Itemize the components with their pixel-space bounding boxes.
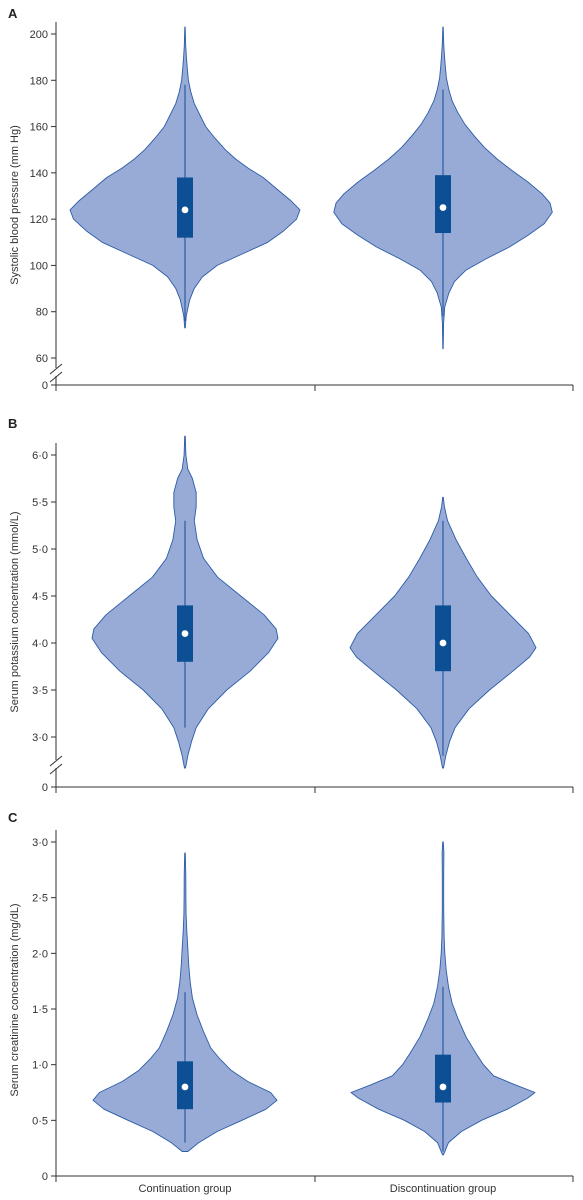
y-tick-label: 5·5 [32,497,48,509]
x-category-label-discontinuation: Discontinuation group [390,1183,496,1195]
panel-c-letter: C [8,810,18,825]
x-category-label-continuation: Continuation group [139,1183,232,1195]
iqr-box [435,1054,451,1103]
violin-discontinuation [349,496,537,769]
median-dot [439,1083,447,1091]
y-tick-label: 3·0 [32,837,48,849]
panel-a-y-axis-title: Systolic blood pressure (mm Hg) [9,125,21,285]
iqr-box [435,605,451,672]
y-tick-label: 200 [30,29,48,41]
y-tick-label: 0 [42,1171,48,1183]
y-tick-label: 0 [42,380,48,392]
panel-c-y-axis-title: Serum creatinine concentration (mg/dL) [9,903,21,1096]
violin-continuation [91,435,279,769]
panel-b-y-axis-title: Serum potassium concentration (mmol/L) [9,511,21,712]
panel-b: B Serum potassium concentration (mmol/L)… [8,416,574,794]
axis-break-mark [49,763,63,775]
median-dot [181,629,189,638]
y-tick-label: 6·0 [32,450,48,462]
panel-a: A Systolic blood pressure (mm Hg) 200 180… [8,6,574,392]
y-tick-label: 80 [36,307,48,319]
median-dot [181,1083,189,1091]
axis-break-mark [49,363,63,375]
panel-b-letter: B [8,416,17,431]
y-tick-label: 60 [36,353,48,365]
panel-a-letter: A [8,6,18,21]
y-tick-label: 2·0 [32,948,48,960]
violin-discontinuation [350,841,536,1156]
y-tick-label: 2·5 [32,893,48,905]
axis-break-mark [49,755,63,767]
y-tick-label: 0·5 [32,1115,48,1127]
y-tick-label: 120 [30,214,48,226]
y-tick-label: 4·5 [32,591,48,603]
median-dot [439,639,447,647]
y-tick-label: 140 [30,168,48,180]
y-tick-label: 100 [30,260,48,272]
violin-continuation [92,852,278,1152]
y-tick-label: 1·5 [32,1004,48,1016]
panel-c: C Serum creatinine concentration (mg/dL)… [8,810,574,1183]
y-tick-label: 5·0 [32,544,48,556]
y-tick-label: 160 [30,122,48,134]
axis-break-mark [49,371,63,383]
y-tick-label: 3·5 [32,685,48,697]
median-dot [181,206,189,214]
y-tick-label: 0 [42,782,48,794]
y-tick-label: 180 [30,75,48,87]
y-tick-label: 3·0 [32,732,48,744]
violin-discontinuation [333,26,553,350]
median-dot [439,203,447,212]
y-tick-label: 4·0 [32,638,48,650]
violin-continuation [69,26,301,329]
y-tick-label: 1·0 [32,1060,48,1072]
